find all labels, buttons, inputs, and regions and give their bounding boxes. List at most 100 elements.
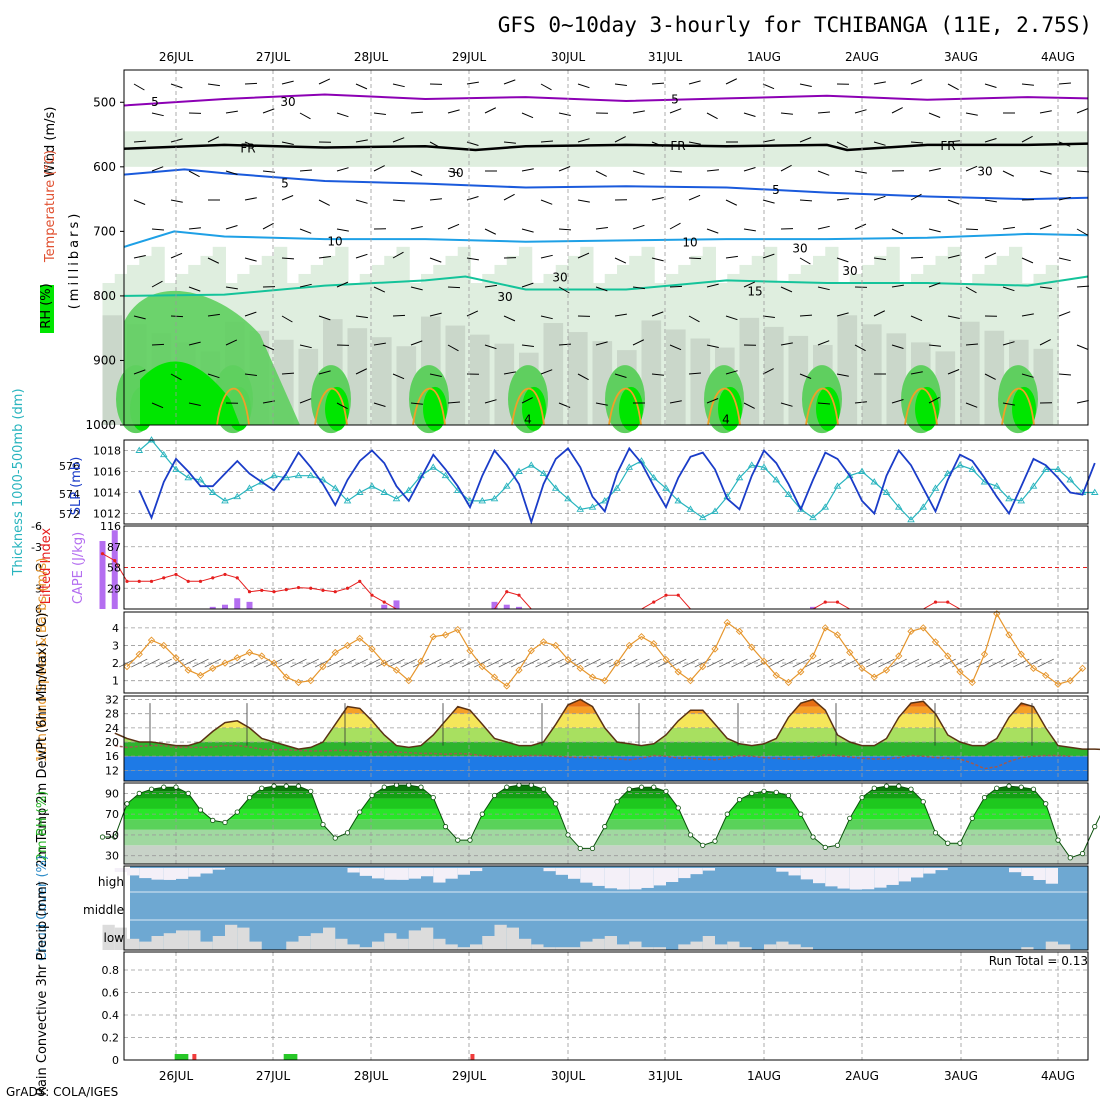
contour-label: 4: [524, 413, 532, 427]
wind-barb: [706, 398, 719, 404]
wind-speed-marker: [809, 652, 817, 660]
low-cloud-clear: [641, 947, 654, 950]
panel-frame: [123, 69, 1089, 426]
wind-barb: [1021, 257, 1034, 264]
rh-marker: [491, 792, 498, 799]
wind-speed-marker: [576, 664, 584, 672]
wind-barb: [225, 110, 238, 114]
bottom-date-axis: 26JUL 27JUL 28JUL 29JUL 30JUL 31JUL 1AUG…: [159, 1069, 1075, 1083]
wind-barb: [688, 80, 701, 85]
date-label-bottom: 31JUL: [648, 1069, 683, 1083]
surface-wind-barb: [388, 658, 405, 668]
wind-speed-marker: [993, 610, 1001, 618]
wind-barb: [521, 397, 533, 404]
wind-speed-marker: [797, 668, 805, 676]
wind-barb: [225, 286, 238, 290]
wind-barb: [484, 399, 497, 404]
y-tick-label: 12: [105, 764, 119, 777]
thickness-marker: [196, 476, 205, 483]
wind-barb: [632, 170, 645, 175]
wind-barb: [207, 257, 220, 264]
thickness-marker: [784, 490, 793, 498]
thickness-tick-label: 576: [59, 460, 80, 473]
rh-marker: [981, 794, 988, 801]
wind-speed-marker: [662, 655, 670, 664]
wind-speed-marker: [564, 655, 572, 664]
run-total-annotation: Run Total = 0.13: [989, 954, 1088, 968]
low-cloud-clear: [653, 947, 666, 950]
rh-dark-blob: [718, 386, 742, 431]
thickness-marker: [735, 473, 744, 481]
thickness-marker: [662, 484, 670, 491]
wind-barb: [133, 315, 146, 320]
wind-barb: [392, 83, 405, 88]
high-cloud-clear: [702, 868, 715, 871]
wind-barb: [466, 257, 479, 261]
wind-barb: [780, 164, 792, 172]
high-cloud-clear: [825, 868, 838, 887]
wind-barb: [503, 371, 516, 375]
contour-label: 30: [842, 264, 857, 278]
wind-barb: [743, 281, 756, 288]
surface-wind-barb: [719, 658, 736, 668]
wind-barb: [281, 257, 295, 260]
wind-barb: [836, 373, 849, 377]
wind-speed-marker: [196, 671, 205, 680]
high-cloud-clear: [641, 868, 654, 888]
thickness-marker: [502, 482, 511, 489]
li-marker: [162, 576, 166, 580]
wind-barb: [891, 344, 904, 349]
thickness-marker: [1054, 465, 1062, 472]
wind-barb: [688, 372, 701, 375]
rh-gray-cell: [764, 326, 784, 425]
high-cloud-clear: [543, 868, 556, 872]
wind-barb: [447, 401, 460, 404]
low-cloud-clear: [188, 930, 201, 950]
y-tick-label: 1: [112, 675, 119, 688]
wind-barb: [891, 107, 903, 114]
wind-barb: [651, 82, 665, 85]
wind-speed-marker: [294, 678, 303, 687]
wind-barb: [447, 170, 460, 174]
li-marker: [652, 600, 656, 604]
wind-speed-marker: [135, 650, 143, 658]
pressure-tick-label: 800: [93, 289, 116, 303]
thickness-marker: [245, 484, 254, 491]
thickness-marker: [490, 494, 499, 502]
surface-wind-barb: [878, 658, 895, 668]
wind-barb: [854, 401, 867, 404]
thickness-marker: [625, 463, 634, 470]
wind-barb: [133, 140, 147, 143]
low-cloud-clear: [690, 941, 703, 950]
contour-label: 4: [722, 413, 730, 427]
date-label-bottom: 3AUG: [944, 1069, 978, 1083]
surface-wind-barb: [927, 658, 944, 668]
wind-barb: [521, 344, 534, 347]
surface-wind-barb: [327, 658, 344, 668]
rh-gray-cell: [470, 334, 490, 425]
rh-marker: [455, 837, 461, 843]
low-cloud-clear: [323, 927, 336, 950]
rh-marker: [712, 838, 718, 844]
isotherm-plus20: [412, 387, 446, 426]
wind-speed-marker: [258, 652, 266, 660]
wind-barb: [965, 343, 978, 346]
rh-marker: [479, 811, 485, 817]
wind-barb: [762, 199, 775, 204]
contour-label: 30: [497, 290, 512, 304]
rh-marker: [173, 784, 179, 790]
thickness-marker: [1029, 482, 1038, 489]
high-cloud-clear: [457, 868, 470, 875]
rh-marker: [430, 794, 436, 801]
wind-speed-marker: [980, 650, 989, 658]
wind-barb: [244, 197, 257, 201]
wind-barb: [540, 83, 552, 91]
li-tick-label: 3: [35, 582, 42, 595]
precip-bar: [287, 1054, 298, 1060]
wind-barb: [207, 83, 220, 87]
y-tick-label: 24: [105, 722, 119, 735]
wind-barb: [299, 169, 312, 172]
thickness-marker: [319, 476, 327, 483]
wind-barb: [836, 141, 848, 148]
